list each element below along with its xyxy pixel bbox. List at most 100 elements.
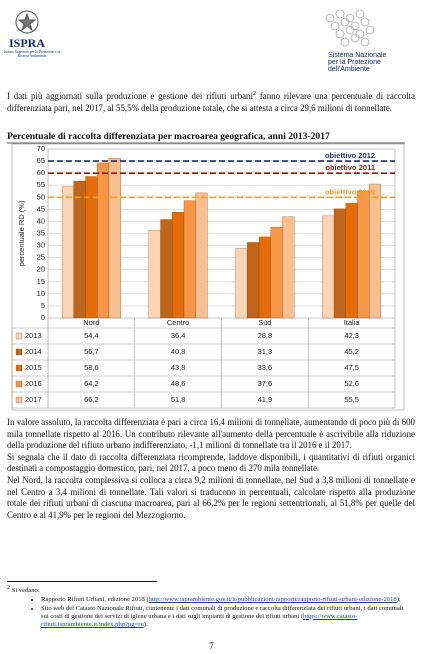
- table-value: 55,5: [344, 395, 359, 404]
- network-name: dell'Ambiente: [328, 66, 370, 73]
- text: ).: [143, 621, 148, 628]
- table-value: 41,9: [258, 395, 273, 404]
- y-tick-label: 60: [37, 168, 45, 177]
- table-value: 43,8: [171, 363, 186, 372]
- text: Rapporto Rifiuti Urbani, edizione 2018 (: [41, 596, 149, 604]
- table-value: 56,7: [84, 347, 99, 356]
- text: I dati più aggiornati sulla produzione e…: [7, 90, 253, 101]
- logo-dot: [330, 21, 340, 31]
- network-name: per la Protezione: [328, 59, 381, 66]
- logo-dot: [360, 37, 370, 47]
- footnote-rule: [7, 581, 157, 582]
- bar: [183, 200, 196, 319]
- logo-dot: [335, 9, 345, 19]
- legend-label: 2016: [25, 379, 42, 388]
- bar: [73, 180, 86, 319]
- y-tick-label: 65: [37, 156, 45, 165]
- bar: [345, 203, 358, 319]
- y-tick-label: 50: [37, 192, 45, 201]
- legend-label: 2015: [25, 363, 42, 372]
- y-tick-label: 0: [41, 313, 45, 322]
- footnote-item: Rapporto Rifiuti Urbani, edizione 2018 (…: [41, 596, 407, 604]
- logo-dot: [355, 9, 365, 19]
- bar: [369, 183, 382, 319]
- table-value: 37,6: [258, 379, 273, 388]
- link[interactable]: http://www.isprambiente.gov.it/it/pubbli…: [148, 596, 397, 604]
- table-value: 54,4: [84, 331, 99, 340]
- logo-dot: [325, 13, 335, 23]
- table-value: 28,8: [258, 331, 273, 340]
- bar: [148, 229, 161, 319]
- logo-dot: [350, 33, 360, 43]
- y-axis-label: percentuale RD (%): [17, 200, 26, 266]
- x-tick-label: Sud: [258, 318, 271, 327]
- table-value: 66,2: [84, 395, 99, 404]
- bar: [160, 219, 173, 319]
- footnote-marker: 2: [7, 585, 10, 591]
- footnote-item: Sito web del Catasto Nazionale Rifiuti, …: [41, 605, 407, 630]
- y-tick-label: 40: [37, 216, 45, 225]
- paragraph: In valore assoluto, la raccolta differen…: [7, 417, 415, 451]
- logo-dot: [340, 37, 350, 47]
- y-tick-label: 70: [37, 144, 45, 153]
- table-value: 31,3: [258, 347, 273, 356]
- bar: [333, 208, 346, 319]
- bar: [270, 227, 283, 319]
- y-tick-label: 30: [37, 241, 45, 250]
- text: Sito web del Catasto Nazionale Rifiuti, …: [41, 604, 404, 620]
- link[interactable]: https://www.catasto-rifiuti.isprambiente…: [41, 612, 358, 628]
- network-logo: [325, 9, 375, 47]
- x-tick-label: Centro: [167, 318, 190, 327]
- bar: [195, 192, 208, 319]
- chart: Percentuale di raccolta differenziata pe…: [7, 131, 405, 411]
- table-value: 33,6: [258, 363, 273, 372]
- bar: [357, 190, 370, 319]
- emblem: [15, 10, 39, 34]
- text: );: [396, 596, 401, 604]
- y-tick-label: 35: [37, 228, 45, 237]
- intro-paragraph: I dati più aggiornati sulla produzione e…: [7, 89, 415, 114]
- x-tick-label: Italia: [344, 318, 361, 327]
- y-tick-label: 5: [41, 301, 45, 310]
- reference-label: obiettivo 2009: [325, 187, 375, 196]
- logo-subtitle: Istituto Superiore per la Protezione e l…: [3, 50, 61, 59]
- table-value: 58,6: [84, 363, 99, 372]
- legend-label: 2017: [25, 395, 42, 404]
- footnote-intro: Si vedano:: [10, 587, 40, 595]
- legend-swatch: [15, 348, 23, 356]
- y-tick-label: 55: [37, 180, 45, 189]
- bar: [258, 236, 271, 319]
- logo-dot: [345, 13, 355, 23]
- logo-title: ISPRA: [9, 36, 45, 50]
- table-value: 42,3: [344, 331, 359, 340]
- table-value: 52,6: [344, 379, 359, 388]
- reference-label: obiettivo 2012: [325, 151, 375, 160]
- table-value: 36,4: [171, 331, 186, 340]
- table-value: 48,6: [171, 379, 186, 388]
- logo-dot: [365, 25, 375, 35]
- bar: [322, 215, 335, 319]
- table-value: 47,5: [344, 363, 359, 372]
- chart-frame: [11, 143, 405, 411]
- chart-title: Percentuale di raccolta differenziata pe…: [7, 131, 330, 142]
- header: ISPRA Istituto Superiore per la Protezio…: [3, 9, 386, 73]
- y-tick-label: 25: [37, 253, 45, 262]
- legend-swatch: [15, 396, 23, 404]
- logo-dot: [335, 29, 345, 39]
- paragraph: Si segnala che il dato di raccolta diffe…: [7, 451, 415, 474]
- legend-swatch: [15, 364, 23, 372]
- y-tick-label: 15: [37, 277, 45, 286]
- legend-swatch: [15, 380, 23, 388]
- footnote-list: Rapporto Rifiuti Urbani, edizione 2018 (…: [7, 596, 407, 629]
- legend-swatch: [15, 332, 23, 340]
- network-name: Sistema Nazionale: [328, 52, 386, 59]
- reference-label: obiettivo 2011: [325, 163, 375, 172]
- footnote-ref: 2: [252, 91, 256, 97]
- logo-dot: [340, 17, 350, 27]
- y-tick-label: 20: [37, 265, 45, 274]
- table-value: 45,2: [344, 347, 359, 356]
- bar: [282, 216, 295, 319]
- text: fanno rilevare una percentuale di raccol…: [7, 90, 416, 113]
- body: In valore assoluto, la raccolta differen…: [7, 417, 415, 521]
- legend-label: 2014: [25, 347, 42, 356]
